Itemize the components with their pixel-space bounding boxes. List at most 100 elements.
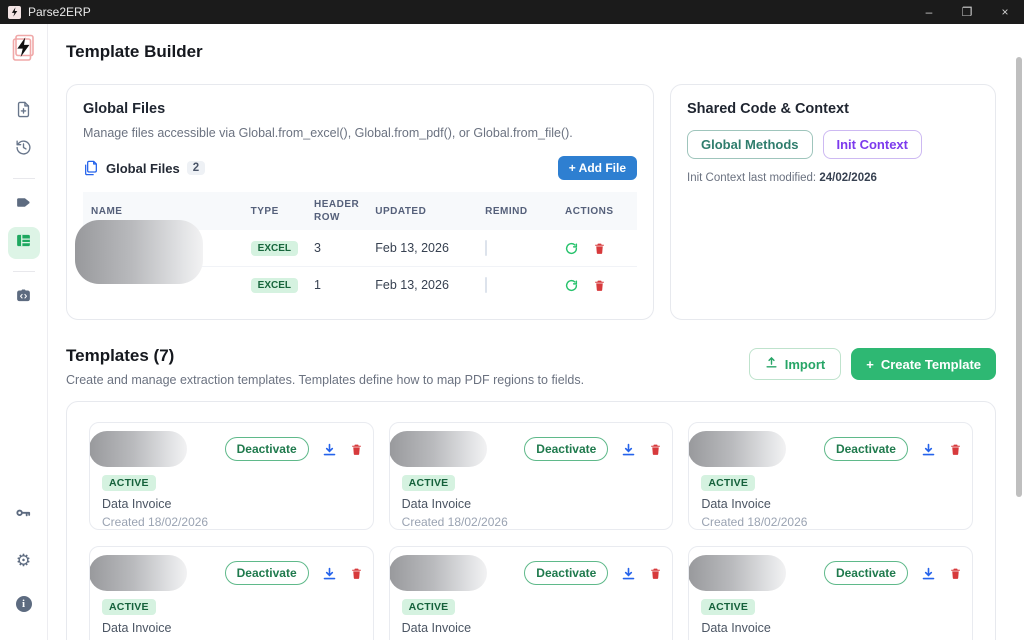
import-button[interactable]: Import [748, 348, 842, 380]
code-badge-icon [15, 287, 32, 309]
template-created: Created 18/02/2026 [102, 515, 209, 529]
deactivate-button[interactable]: Deactivate [224, 561, 309, 585]
trash-icon[interactable] [649, 567, 662, 580]
refresh-icon[interactable] [565, 242, 578, 255]
sidebar: ⚙ i [0, 24, 48, 640]
window-controls: – ❐ × [910, 0, 1024, 24]
template-type: Data Invoice [401, 621, 472, 635]
status-badge: ACTIVE [102, 475, 156, 491]
sidebar-item-history[interactable] [8, 134, 40, 166]
download-icon[interactable] [322, 442, 337, 457]
sidebar-item-tags[interactable] [8, 189, 40, 221]
refresh-icon[interactable] [565, 279, 578, 292]
titlebar: Parse2ERP – ❐ × [0, 0, 1024, 24]
redacted-template-name [89, 431, 187, 467]
templates-table-icon [15, 232, 32, 254]
deactivate-button[interactable]: Deactivate [823, 561, 908, 585]
trash-icon[interactable] [350, 567, 363, 580]
templates-title: Templates (7) [66, 346, 175, 365]
template-card: Deactivate ACTIVE Data Invoice Created 1… [388, 422, 674, 530]
column-type: TYPE [242, 192, 306, 230]
trash-icon[interactable] [949, 567, 962, 580]
template-created: Created 18/02/2026 [401, 515, 508, 529]
remind-checkbox[interactable] [485, 277, 488, 293]
status-badge: ACTIVE [701, 599, 756, 615]
global-methods-button[interactable]: Global Methods [687, 130, 813, 159]
template-card: Deactivate ACTIVE Data Invoice Created 1… [688, 422, 973, 530]
shared-code-card: Shared Code & Context Global Methods Ini… [670, 84, 996, 320]
updated-value: Feb 13, 2026 [367, 266, 478, 303]
key-icon [15, 505, 32, 527]
last-modified-date: 24/02/2026 [819, 172, 877, 184]
template-type: Data Invoice [401, 497, 472, 511]
global-files-card: Global Files Manage files accessible via… [66, 84, 654, 320]
column-actions: ACTIONS [557, 192, 637, 230]
column-header-row: HEADER ROW [306, 192, 368, 230]
trash-icon[interactable] [649, 443, 662, 456]
add-file-button[interactable]: + Add File [557, 156, 637, 180]
redacted-file-names [75, 220, 203, 284]
status-badge: ACTIVE [401, 599, 456, 615]
sidebar-bottom: ⚙ i [8, 500, 40, 626]
deactivate-button[interactable]: Deactivate [823, 437, 908, 461]
create-template-button[interactable]: + Create Template [851, 348, 996, 380]
sidebar-item-settings[interactable]: ⚙ [8, 544, 40, 576]
scrollbar-thumb[interactable] [1016, 57, 1022, 497]
templates-heading: Templates (7) Create and manage extracti… [66, 346, 584, 387]
template-card: Deactivate ACTIVE Data Invoice Created 1… [388, 546, 674, 640]
table-header-row: NAME TYPE HEADER ROW UPDATED REMIND ACTI… [83, 192, 637, 230]
template-card: Deactivate ACTIVE Data Invoice Created 1… [688, 546, 973, 640]
sidebar-divider [12, 178, 35, 179]
app-logo-sidebar [11, 34, 37, 62]
sidebar-item-keys[interactable] [8, 500, 40, 532]
header-row-value: 3 [314, 241, 321, 255]
global-files-description: Manage files accessible via Global.from_… [83, 126, 573, 140]
redacted-template-name [689, 555, 787, 591]
maximize-button[interactable]: ❐ [961, 5, 973, 19]
templates-container: Deactivate ACTIVE Data Invoice Created 1… [66, 401, 996, 640]
minimize-button[interactable]: – [925, 5, 933, 19]
main-content: Template Builder Global Files Manage fil… [48, 24, 1024, 640]
column-remind: REMIND [477, 192, 558, 230]
trash-icon[interactable] [949, 443, 962, 456]
global-files-count-badge: 2 [186, 161, 206, 175]
download-icon[interactable] [921, 566, 936, 581]
sidebar-item-info[interactable]: i [8, 588, 40, 620]
trash-icon[interactable] [350, 443, 363, 456]
template-type: Data Invoice [701, 497, 771, 511]
deactivate-button[interactable]: Deactivate [224, 437, 309, 461]
global-files-title: Global Files [83, 101, 166, 117]
deactivate-button[interactable]: Deactivate [524, 561, 609, 585]
global-files-table: NAME TYPE HEADER ROW UPDATED REMIND ACTI… [75, 192, 637, 303]
upload-icon [765, 356, 778, 372]
gear-icon: ⚙ [15, 550, 32, 570]
table-row: EXCEL 1 Feb 13, 2026 [83, 266, 637, 303]
close-button[interactable]: × [1001, 5, 1009, 19]
templates-subtitle: Create and manage extraction templates. … [66, 373, 585, 387]
page-title: Template Builder [66, 42, 203, 61]
sidebar-item-file-add[interactable] [8, 96, 40, 128]
plus-icon: + [866, 356, 874, 372]
last-modified-note: Init Context last modified: 24/02/2026 [687, 172, 877, 184]
remind-checkbox[interactable] [485, 240, 488, 256]
sidebar-item-templates[interactable] [7, 227, 40, 259]
download-icon[interactable] [322, 566, 337, 581]
column-updated: UPDATED [367, 192, 478, 230]
files-icon [83, 160, 99, 176]
template-created: Created 18/02/2026 [701, 515, 808, 529]
deactivate-button[interactable]: Deactivate [524, 437, 609, 461]
template-card: Deactivate ACTIVE Data Invoice Created 1… [89, 422, 374, 530]
template-type: Data Invoice [701, 621, 771, 635]
sidebar-item-code[interactable] [8, 282, 40, 314]
trash-icon[interactable] [593, 242, 606, 255]
download-icon[interactable] [621, 566, 636, 581]
redacted-template-name [389, 555, 487, 591]
template-type: Data Invoice [102, 621, 172, 635]
redacted-template-name [689, 431, 787, 467]
init-context-button[interactable]: Init Context [822, 130, 922, 159]
trash-icon[interactable] [593, 279, 606, 292]
status-badge: ACTIVE [102, 599, 156, 615]
updated-value: Feb 13, 2026 [375, 241, 449, 255]
download-icon[interactable] [621, 442, 636, 457]
download-icon[interactable] [921, 442, 936, 457]
